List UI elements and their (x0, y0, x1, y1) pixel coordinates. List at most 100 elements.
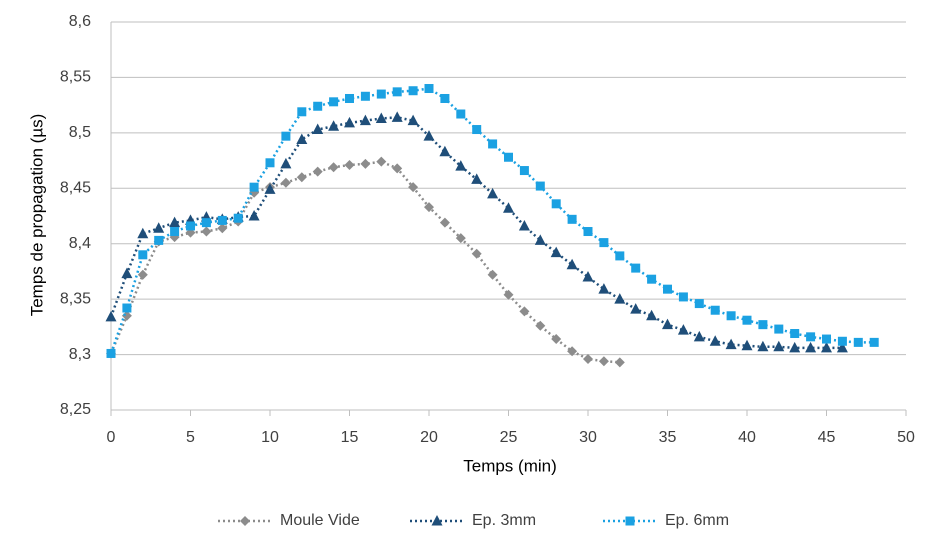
point (360, 91, 370, 101)
point (471, 248, 482, 259)
point (551, 334, 562, 345)
point (456, 109, 466, 119)
point (296, 172, 307, 183)
point (153, 222, 165, 233)
point (233, 213, 243, 223)
y-tick-label: 8,5 (69, 124, 91, 141)
point (805, 341, 817, 353)
point (391, 111, 403, 122)
legend-label: Ep. 3mm (472, 512, 536, 529)
point (375, 112, 387, 123)
point (392, 87, 402, 97)
point (344, 116, 355, 128)
legend-label: Ep. 6mm (665, 512, 729, 529)
point (217, 223, 228, 234)
point (297, 107, 307, 117)
point (105, 310, 117, 322)
point (566, 258, 578, 270)
point (535, 320, 546, 331)
legend-label: Moule Vide (280, 512, 360, 529)
point (249, 182, 259, 192)
point (518, 219, 530, 231)
point (503, 202, 514, 213)
y-tick-label: 8,25 (60, 401, 91, 418)
x-tick-label: 25 (500, 429, 518, 446)
point (519, 306, 530, 317)
point (248, 210, 260, 221)
point (821, 341, 832, 353)
point (265, 158, 275, 168)
point (296, 133, 308, 145)
y-tick-label: 8,55 (60, 69, 91, 86)
point (806, 332, 816, 342)
point (853, 337, 863, 347)
point (836, 341, 848, 353)
point (312, 166, 323, 177)
point (359, 114, 371, 126)
point (837, 336, 847, 346)
point (535, 181, 545, 191)
x-tick-label: 20 (420, 429, 438, 446)
y-tick-label: 8,6 (69, 13, 91, 30)
point (138, 250, 148, 260)
point (424, 84, 434, 94)
point (503, 289, 514, 300)
point (487, 187, 499, 199)
point (583, 227, 593, 237)
point (614, 293, 626, 304)
x-tick-label: 45 (818, 429, 836, 446)
point (583, 354, 593, 365)
point (869, 337, 879, 347)
point (631, 263, 641, 273)
point (710, 305, 720, 315)
point (774, 324, 784, 334)
point (392, 163, 403, 174)
point (328, 120, 340, 131)
point (201, 218, 211, 228)
point (280, 177, 291, 188)
y-tick-label: 8,4 (69, 235, 91, 252)
point (407, 114, 419, 126)
x-tick-label: 35 (659, 429, 677, 446)
point (329, 97, 339, 107)
point (677, 324, 689, 335)
point (790, 329, 800, 339)
point (217, 215, 227, 225)
point (408, 86, 418, 96)
x-tick-label: 15 (341, 429, 359, 446)
point (693, 330, 705, 342)
point (122, 303, 132, 313)
y-tick-label: 8,3 (69, 346, 91, 363)
point (328, 162, 339, 173)
point (742, 315, 752, 325)
legend-marker (240, 516, 250, 526)
point (725, 338, 737, 350)
point (455, 160, 467, 171)
point (615, 251, 625, 261)
point (281, 131, 291, 141)
series-line (109, 160, 620, 364)
point (614, 357, 625, 368)
y-tick-label: 8,35 (60, 290, 91, 307)
point (345, 93, 354, 103)
point (534, 234, 546, 245)
point (741, 339, 753, 351)
point (439, 217, 450, 228)
point (137, 227, 149, 239)
point (106, 348, 116, 358)
point (472, 125, 482, 135)
point (137, 269, 148, 280)
point (186, 221, 195, 231)
point (423, 130, 435, 141)
point (201, 226, 212, 237)
point (424, 202, 434, 213)
point (408, 182, 419, 193)
point (662, 318, 673, 330)
point (758, 320, 768, 330)
point (630, 303, 642, 314)
point (663, 284, 672, 294)
point (504, 152, 513, 162)
point (169, 216, 181, 228)
point (647, 274, 657, 284)
